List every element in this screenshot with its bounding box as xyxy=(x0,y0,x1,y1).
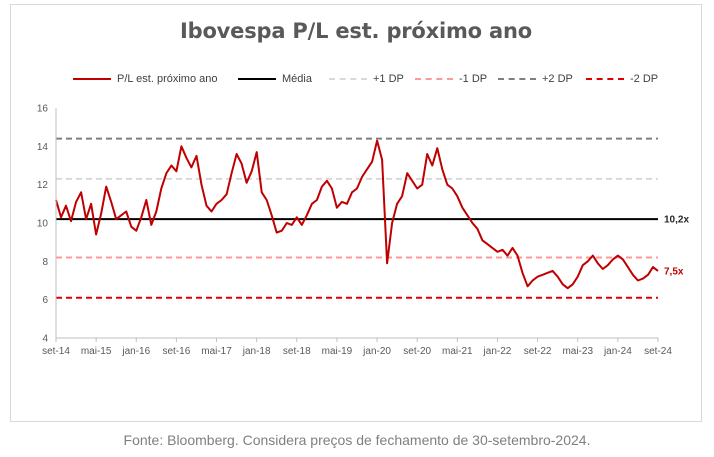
annotation-media: 10,2x xyxy=(664,215,689,226)
legend-label-media: Média xyxy=(282,73,312,85)
x-tick-label: mai-15 xyxy=(81,346,112,357)
legend-swatch-plus1dp xyxy=(329,78,367,80)
legend-item-minus2dp: -2 DP xyxy=(586,73,658,85)
plot-area: 4 6 8 10 12 14 16 set-14 mai-15 jan-16 set-16 mai-1… xyxy=(37,104,690,358)
legend-label-plus1dp: +1 DP xyxy=(373,73,404,85)
x-tick-label: mai-21 xyxy=(442,346,473,357)
legend-swatch-plus2dp xyxy=(498,78,536,80)
x-tick-label: mai-23 xyxy=(562,346,593,357)
annotation-last-value: 7,5x xyxy=(664,266,684,277)
y-tick-label: 4 xyxy=(42,334,48,345)
y-tick-label: 12 xyxy=(37,180,49,191)
legend-label-plus2dp: +2 DP xyxy=(542,73,573,85)
x-tick-label: jan-16 xyxy=(121,346,150,357)
legend-swatch-minus2dp xyxy=(586,78,624,80)
chart-title: Ibovespa P/L est. próximo ano xyxy=(180,19,532,43)
x-tick-label: set-16 xyxy=(163,346,191,357)
axes: 4 6 8 10 12 14 16 set-14 mai-15 jan-16 set-16 mai-1… xyxy=(37,104,690,358)
legend-item-media: Média xyxy=(238,73,312,85)
x-tick-label: jan-24 xyxy=(603,346,632,357)
y-tick-label: 10 xyxy=(37,219,49,230)
x-tick-label: set-20 xyxy=(403,346,431,357)
x-tick-label: set-22 xyxy=(524,346,552,357)
y-tick-label: 6 xyxy=(42,295,48,306)
x-tick-label: set-14 xyxy=(42,346,70,357)
x-tick-label: jan-22 xyxy=(483,346,512,357)
x-tick-label: set-18 xyxy=(283,346,311,357)
reference-lines xyxy=(56,137,658,299)
x-tick-label: mai-17 xyxy=(201,346,232,357)
x-tick-label: jan-20 xyxy=(362,346,391,357)
legend-label-pl: P/L est. próximo ano xyxy=(117,73,218,85)
series-line-pl xyxy=(55,139,659,290)
legend-item-pl: P/L est. próximo ano xyxy=(73,73,217,85)
source-note: Fonte: Bloomberg. Considera preços de fe… xyxy=(123,432,591,448)
series-layer xyxy=(55,139,659,290)
legend-label-minus2dp: -2 DP xyxy=(630,73,659,85)
y-tick-label: 14 xyxy=(37,142,49,153)
legend-swatch-minus1dp xyxy=(415,78,453,80)
x-tick-label: jan-18 xyxy=(242,346,271,357)
legend-item-minus1dp: -1 DP xyxy=(415,73,487,85)
legend-swatch-media xyxy=(238,78,276,80)
legend-label-minus1dp: -1 DP xyxy=(459,73,488,85)
legend-item-plus2dp: +2 DP xyxy=(498,73,573,85)
legend-swatch-pl xyxy=(73,78,111,80)
x-tick-label: set-24 xyxy=(644,346,672,357)
y-tick-label: 16 xyxy=(37,104,49,115)
y-tick-label: 8 xyxy=(42,257,48,268)
legend-item-plus1dp: +1 DP xyxy=(329,73,404,85)
x-tick-label: mai-19 xyxy=(322,346,353,357)
